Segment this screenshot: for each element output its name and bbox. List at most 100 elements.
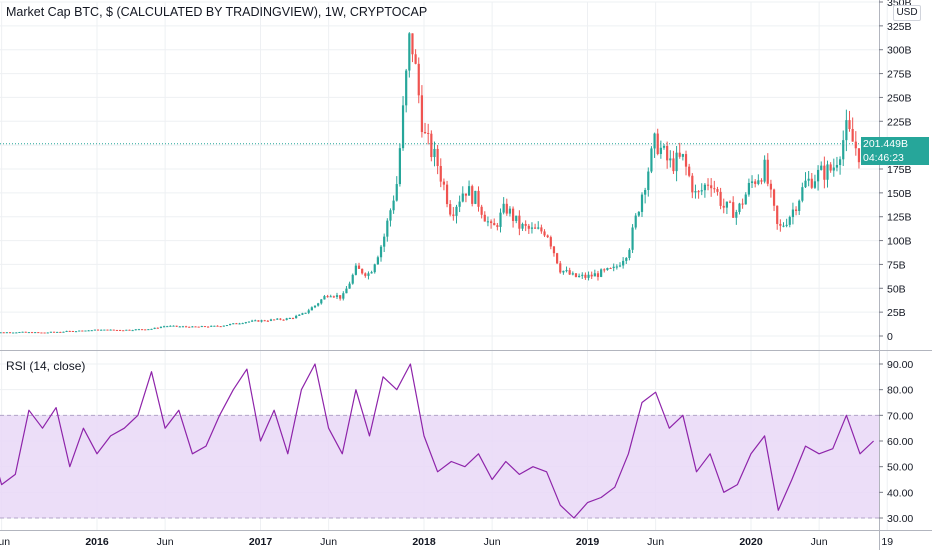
candle-body	[128, 329, 131, 331]
candle-body	[310, 307, 313, 311]
candle-body	[52, 331, 56, 333]
candle-body	[417, 63, 420, 96]
candle-body	[760, 180, 763, 182]
candle-body	[90, 330, 93, 332]
candle-body	[618, 265, 622, 267]
candle-body	[556, 253, 559, 264]
candle-body	[74, 331, 78, 333]
candle-body	[433, 148, 436, 158]
price-tick-label: 325B	[887, 21, 912, 33]
candle-body	[150, 328, 153, 330]
candle-body	[766, 159, 769, 184]
candle-body	[763, 159, 766, 182]
candle-body	[816, 169, 820, 182]
price-tick-label: 275B	[887, 69, 912, 81]
candle-body	[741, 203, 744, 205]
candle-body	[40, 332, 43, 334]
candle-body	[439, 165, 442, 182]
candle-body	[273, 319, 276, 321]
candle-body	[194, 326, 197, 328]
candle-body	[8, 332, 12, 334]
candle-body	[241, 323, 244, 325]
time-axis[interactable]: Jun 2016 Jun 2017 Jun 2018 Jun 2019 Jun 2020 Jun 19	[0, 536, 893, 548]
candle-body	[559, 263, 562, 273]
candle-body	[461, 193, 464, 202]
time-tick-label: 2019	[576, 536, 600, 548]
candle-body	[106, 329, 109, 331]
price-tick-label: 75B	[887, 259, 906, 271]
candle-body	[285, 318, 288, 320]
candle-body	[571, 273, 574, 275]
candle-body	[87, 330, 90, 332]
candle-body	[313, 305, 317, 308]
candle-body	[442, 181, 446, 185]
candle-body	[732, 202, 735, 218]
candle-body	[93, 329, 97, 331]
candle-body	[244, 322, 247, 324]
candle-body	[562, 270, 565, 273]
candle-body	[361, 268, 364, 274]
candle-body	[851, 128, 854, 142]
candle-body	[776, 205, 779, 224]
candle-body	[282, 319, 285, 321]
price-tick-label: 350B	[887, 0, 912, 9]
candle-body	[59, 331, 62, 333]
time-tick-label: Jun	[484, 536, 501, 548]
candle-body	[788, 217, 791, 225]
candle-body	[247, 321, 251, 323]
candle-body	[772, 189, 776, 206]
candle-body	[210, 325, 213, 327]
candle-body	[260, 320, 263, 322]
candle-body	[383, 236, 386, 247]
candle-body	[769, 183, 773, 190]
candle-body	[691, 175, 694, 193]
candle-body	[779, 223, 782, 226]
time-tick-label: 2016	[85, 536, 109, 548]
candle-body	[703, 184, 706, 191]
candle-body	[527, 225, 530, 229]
price-tick-label: 225B	[887, 116, 912, 128]
price-tick-label: 150B	[887, 188, 912, 200]
candle-body	[622, 260, 625, 266]
candle-body	[467, 186, 471, 196]
candle-body	[540, 227, 543, 232]
candle-body	[332, 296, 335, 298]
candle-body	[697, 191, 700, 193]
time-tick-label: 2017	[249, 536, 273, 548]
candle-body	[848, 120, 851, 129]
candle-body	[518, 215, 521, 229]
candle-body	[304, 312, 307, 314]
candle-body	[178, 326, 181, 328]
candle-body	[351, 274, 354, 284]
candle-body	[590, 274, 593, 277]
candle-body	[5, 332, 8, 334]
rsi-axis[interactable]: 30.00 40.00 50.00 60.00 70.00 80.00 90.00	[879, 359, 913, 525]
candle-body	[137, 329, 141, 331]
candle-body	[420, 95, 424, 133]
currency-button[interactable]: USD	[893, 5, 921, 21]
candle-body	[835, 164, 839, 168]
candle-body	[0, 332, 2, 334]
candle-body	[647, 171, 650, 190]
time-tick-label: Jun	[0, 536, 10, 548]
rsi-indicator-label[interactable]: RSI (14, close)	[6, 359, 86, 373]
bar-countdown: 04:46:23	[861, 151, 929, 165]
candle-body	[785, 224, 788, 226]
candle-body	[386, 220, 389, 237]
candle-body	[81, 330, 84, 332]
candle-body	[675, 152, 678, 172]
candle-body	[56, 331, 59, 333]
candle-body	[203, 326, 207, 328]
candle-body	[251, 320, 254, 322]
candle-body	[15, 332, 18, 334]
candle-body	[669, 158, 672, 161]
candle-body	[791, 209, 795, 218]
candle-body	[593, 273, 596, 277]
candle-body	[191, 326, 194, 328]
candle-body	[345, 288, 348, 294]
candle-body	[172, 325, 175, 327]
candle-body	[68, 330, 71, 332]
candle-body	[845, 120, 848, 141]
price-axis[interactable]: 025B50B75B100B125B150B175B200B225B250B27…	[879, 0, 912, 343]
